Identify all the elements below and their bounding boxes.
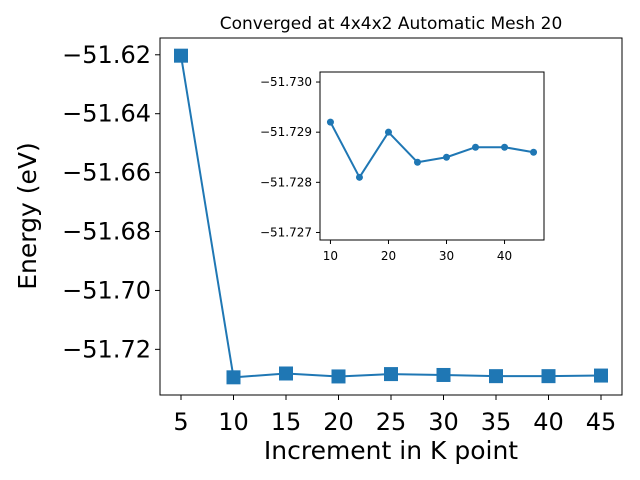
main-y-tick-label: −51.62 [62, 41, 151, 69]
main-data-point [226, 370, 241, 385]
inset-y-tick-label: −51.729 [260, 125, 312, 139]
main-data-point [541, 369, 556, 384]
main-x-tick-label: 30 [428, 408, 459, 436]
inset-series [326, 118, 538, 181]
inset-y-tick-label: −51.728 [260, 175, 312, 189]
x-axis-label: Increment in K point [264, 436, 518, 465]
main-y-tick-label: −51.70 [62, 276, 151, 304]
main-x-ticks: 5 10 15 20 25 30 35 40 45 [173, 395, 616, 436]
inset-data-point [384, 128, 392, 136]
inset-data-point [413, 158, 421, 166]
inset-y-tick-label: −51.730 [260, 75, 312, 89]
chart-title: Converged at 4x4x2 Automatic Mesh 20 [220, 14, 563, 34]
main-y-tick-label: −51.66 [62, 159, 151, 187]
inset-y-tick-label: −51.727 [260, 225, 312, 239]
main-data-point [174, 48, 188, 63]
inset-data-point [355, 173, 363, 181]
main-y-tick-label: −51.68 [62, 218, 151, 246]
main-data-point [594, 368, 608, 383]
main-x-tick-label: 25 [376, 408, 407, 436]
inset-data-point [326, 118, 334, 126]
y-axis-label: Energy (eV) [13, 142, 42, 289]
inset-data-point [472, 143, 480, 151]
main-y-tick-label: −51.72 [62, 335, 151, 363]
main-x-tick-label: 35 [481, 408, 512, 436]
inset-x-tick-label: 10 [323, 249, 338, 263]
inset-x-tick-label: 20 [381, 249, 396, 263]
main-data-point [331, 369, 346, 384]
inset-series-line [329, 121, 534, 179]
inset-x-tick-label: 40 [497, 249, 512, 263]
main-data-point [384, 367, 398, 382]
inset-x-ticks: 10 20 30 40 [323, 240, 512, 263]
inset-axes: 10 20 30 40 −51.730 −51.729 −51.728 −51.727 [260, 71, 545, 263]
main-y-ticks: −51.62 −51.64 −51.66 −51.68 −51.70 −51.72 [62, 41, 160, 363]
main-data-point [489, 369, 503, 384]
inset-data-point [501, 143, 509, 151]
main-y-tick-label: −51.64 [62, 100, 151, 128]
inset-data-point [443, 153, 451, 161]
main-x-tick-label: 20 [323, 408, 354, 436]
main-x-tick-label: 45 [586, 408, 617, 436]
inset-data-point [530, 148, 538, 156]
main-x-tick-label: 40 [533, 408, 564, 436]
inset-x-tick-label: 30 [439, 249, 454, 263]
inset-y-ticks: −51.730 −51.729 −51.728 −51.727 [260, 75, 320, 239]
main-axes: 5 10 15 20 25 30 35 40 45 −51.62−51.64−51.66−51.… [62, 37, 623, 436]
main-series [174, 48, 608, 385]
main-x-tick-label: 5 [173, 408, 188, 436]
inset-background [320, 72, 544, 240]
main-x-tick-label: 10 [218, 408, 249, 436]
main-x-tick-label: 15 [271, 408, 302, 436]
main-data-point [279, 366, 293, 381]
inset-plot-frame [319, 71, 545, 241]
main-data-point [436, 367, 451, 382]
